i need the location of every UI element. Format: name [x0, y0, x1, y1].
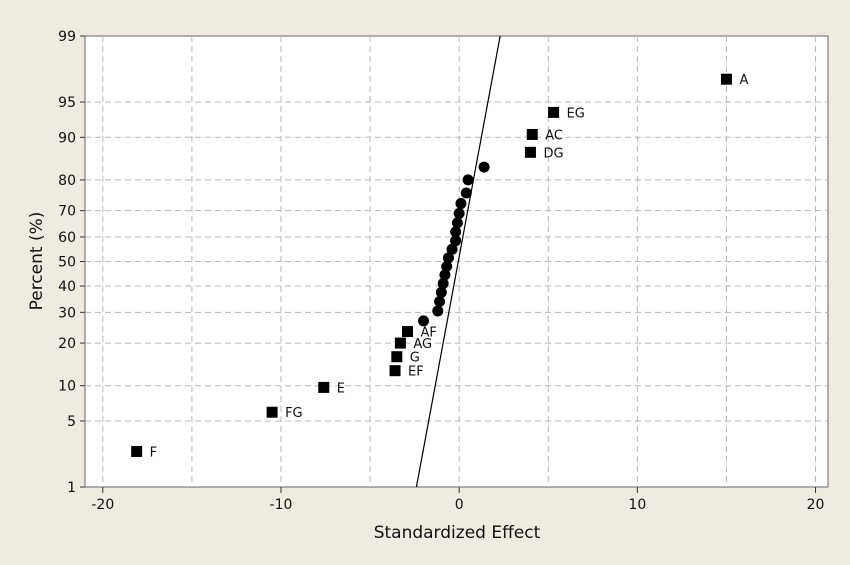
point-label: E: [337, 381, 345, 396]
y-tick-label: 20: [58, 336, 76, 352]
y-axis-title: Percent (%): [27, 212, 47, 311]
y-tick-label: 60: [58, 230, 76, 246]
x-tick-label: 20: [807, 497, 825, 513]
nonsignificant-point: [455, 198, 467, 210]
nonsignificant-point: [478, 161, 490, 173]
nonsignificant-point: [434, 295, 446, 307]
nonsignificant-point: [451, 217, 463, 229]
nonsignificant-point: [450, 226, 462, 238]
nonsignificant-point: [439, 269, 451, 281]
significant-point: [318, 381, 330, 393]
nonsignificant-point: [437, 278, 449, 290]
x-tick-label: -10: [270, 497, 293, 513]
y-tick-label: 95: [58, 95, 76, 111]
significant-point: [524, 146, 536, 158]
significant-point: [131, 445, 143, 457]
point-label: AF: [421, 326, 437, 341]
point-label: AC: [545, 128, 563, 143]
nonsignificant-point: [441, 260, 453, 272]
y-tick-label: 5: [67, 414, 76, 430]
significant-point: [266, 406, 278, 418]
point-label: AG: [413, 337, 432, 352]
nonsignificant-point: [418, 315, 430, 327]
y-tick-label: 40: [58, 279, 76, 295]
nonsignificant-point: [450, 235, 462, 247]
point-label: DG: [543, 146, 563, 161]
significant-point: [391, 351, 403, 363]
y-tick-label: 1: [67, 480, 76, 496]
point-label: FG: [285, 406, 303, 421]
significant-point: [389, 365, 401, 377]
significant-point: [394, 337, 406, 349]
y-tick-label: 80: [58, 173, 76, 189]
nonsignificant-point: [442, 252, 454, 264]
nonsignificant-point: [432, 305, 444, 317]
x-axis-title: Standardized Effect: [374, 523, 541, 543]
point-label: EF: [408, 365, 424, 380]
y-tick-label: 90: [58, 130, 76, 146]
nonsignificant-point: [446, 243, 458, 255]
reference-line: [415, 35, 501, 488]
y-tick-label: 70: [58, 204, 76, 220]
y-tick-label: 10: [58, 379, 76, 395]
point-label: EG: [567, 106, 585, 121]
point-label: A: [739, 73, 748, 88]
nonsignificant-point: [460, 187, 472, 199]
point-label: G: [410, 351, 420, 366]
point-label: F: [150, 445, 157, 460]
x-tick-label: 10: [628, 497, 646, 513]
x-tick-label: -20: [91, 497, 114, 513]
nonsignificant-point: [462, 174, 474, 186]
x-tick-label: 0: [455, 497, 464, 513]
y-tick-label: 50: [58, 255, 76, 271]
nonsignificant-point: [435, 286, 447, 298]
y-tick-label: 30: [58, 305, 76, 321]
normal-reference-line: [415, 35, 501, 488]
nonsignificant-point: [453, 207, 465, 219]
significant-point: [526, 128, 538, 140]
significant-point: [548, 106, 560, 118]
significant-point: [720, 73, 732, 85]
significant-point: [402, 326, 414, 338]
y-tick-label: 99: [58, 29, 76, 45]
